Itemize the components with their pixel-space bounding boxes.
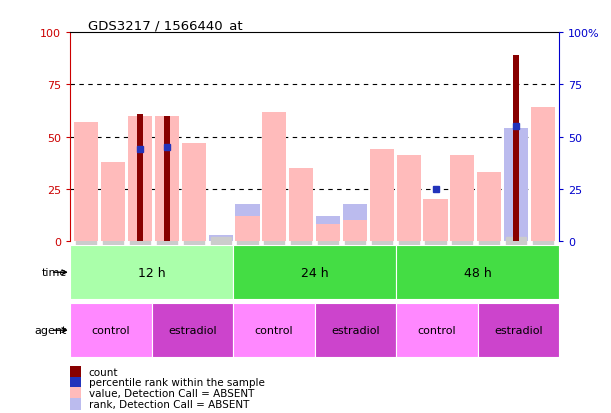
Bar [70, 304, 152, 357]
Bar [531, 108, 555, 242]
Bar [208, 235, 233, 242]
Bar [316, 216, 340, 242]
Bar [513, 56, 519, 242]
Bar [397, 175, 421, 242]
Bar [101, 169, 125, 242]
Bar [370, 150, 394, 242]
Bar [315, 304, 396, 357]
Text: control: control [417, 325, 456, 335]
Bar [478, 304, 559, 357]
Bar [235, 216, 260, 242]
Text: 12 h: 12 h [138, 266, 166, 279]
Text: time: time [42, 268, 67, 278]
Bar [289, 169, 313, 242]
Text: percentile rank within the sample: percentile rank within the sample [89, 377, 265, 387]
Bar [343, 221, 367, 242]
Text: control: control [92, 325, 130, 335]
Bar [423, 200, 448, 242]
Bar [504, 129, 528, 242]
Text: 24 h: 24 h [301, 266, 329, 279]
Text: agent: agent [35, 325, 67, 335]
Bar [137, 114, 144, 242]
Bar [316, 225, 340, 242]
Bar [343, 204, 367, 242]
Text: estradiol: estradiol [494, 325, 543, 335]
Bar [450, 175, 475, 242]
Text: rank, Detection Call = ABSENT: rank, Detection Call = ABSENT [89, 399, 249, 409]
Text: GDS3217 / 1566440_at: GDS3217 / 1566440_at [87, 19, 243, 31]
Text: control: control [255, 325, 293, 335]
Bar [70, 246, 233, 299]
Bar [370, 166, 394, 242]
Bar [164, 116, 170, 242]
Bar [128, 116, 152, 242]
Bar [235, 204, 260, 242]
Bar [75, 160, 98, 242]
Bar [181, 144, 206, 242]
Bar [181, 164, 206, 242]
Bar [75, 123, 98, 242]
Text: estradiol: estradiol [331, 325, 379, 335]
Bar [477, 173, 501, 242]
Text: estradiol: estradiol [168, 325, 217, 335]
Bar [397, 156, 421, 242]
Bar [152, 304, 233, 357]
Bar [101, 162, 125, 242]
Text: 48 h: 48 h [464, 266, 491, 279]
Text: value, Detection Call = ABSENT: value, Detection Call = ABSENT [89, 388, 254, 398]
Bar [450, 156, 475, 242]
Bar [396, 246, 559, 299]
Text: count: count [89, 367, 118, 377]
Bar [289, 179, 313, 242]
Bar [155, 116, 179, 242]
Bar [233, 246, 396, 299]
Bar [233, 304, 315, 357]
Bar [396, 304, 478, 357]
Bar [262, 112, 287, 242]
